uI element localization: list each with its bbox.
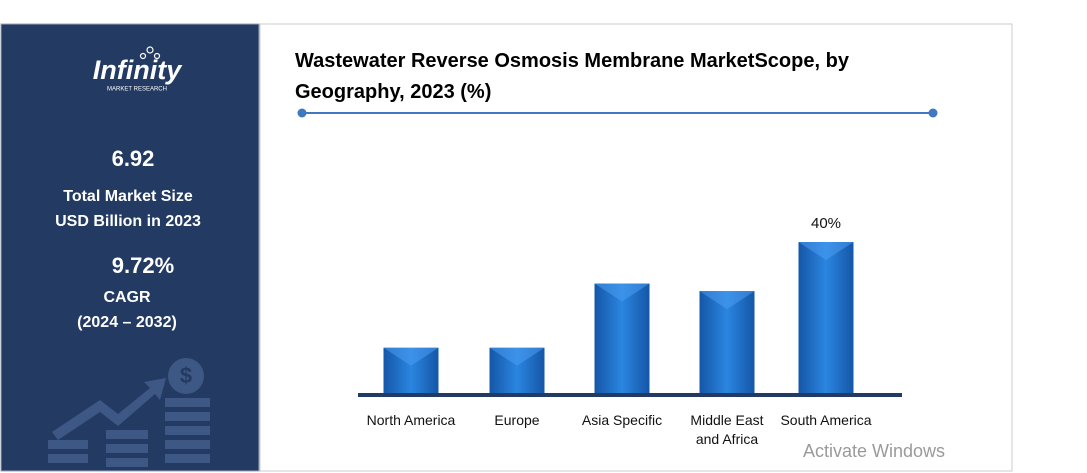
bar-cap <box>699 291 755 310</box>
category-box: North America <box>366 412 456 428</box>
chart-title-box: Wastewater Reverse Osmosis Membrane Mark… <box>295 50 849 103</box>
x-tick-label: Middle East and Africa <box>690 412 764 447</box>
category-box: Europe <box>494 412 540 428</box>
bar <box>594 283 650 393</box>
rule-dot <box>928 108 938 118</box>
bar-cap <box>383 347 439 366</box>
x-tick-label: Asia Specific <box>581 412 663 428</box>
logo-icon <box>139 46 161 60</box>
bar-cap <box>798 242 854 260</box>
cagr-label: (2024 – 2032) <box>77 314 177 331</box>
bar <box>798 242 854 393</box>
bar-group <box>798 242 854 393</box>
rule-dot <box>297 108 307 118</box>
bar-group <box>594 283 650 393</box>
chart-title: Wastewater Reverse Osmosis Membrane Mark… <box>295 50 849 103</box>
bar-group <box>383 347 439 393</box>
bar-group <box>489 347 545 393</box>
x-tick-label: Europe <box>494 412 540 428</box>
cagr: 9.72% <box>112 253 174 278</box>
logo-sub: MARKET RESEARCH <box>107 87 167 93</box>
watermark: Activate Windows <box>803 441 945 461</box>
market-size-label: USD Billion in 2023 <box>55 213 201 230</box>
market-size: 6.92 <box>112 146 155 171</box>
logo: Infinity <box>93 55 183 85</box>
x-tick-label: South America <box>780 412 872 428</box>
x-tick-label: North America <box>366 412 456 428</box>
category-box: Middle East and Africa <box>690 412 764 447</box>
bar-cap <box>489 347 545 366</box>
market-size-label: Total Market Size <box>63 188 193 205</box>
growth-icon <box>48 358 210 467</box>
category-box: South America <box>780 412 872 428</box>
category-box: Asia Specific <box>581 412 663 428</box>
sidebar <box>0 23 260 472</box>
dollar-icon: $ <box>180 363 192 388</box>
cagr-label: CAGR <box>103 289 151 306</box>
value-label: 40% <box>811 215 841 232</box>
bar-group <box>699 291 755 393</box>
bar-cap <box>594 283 650 302</box>
